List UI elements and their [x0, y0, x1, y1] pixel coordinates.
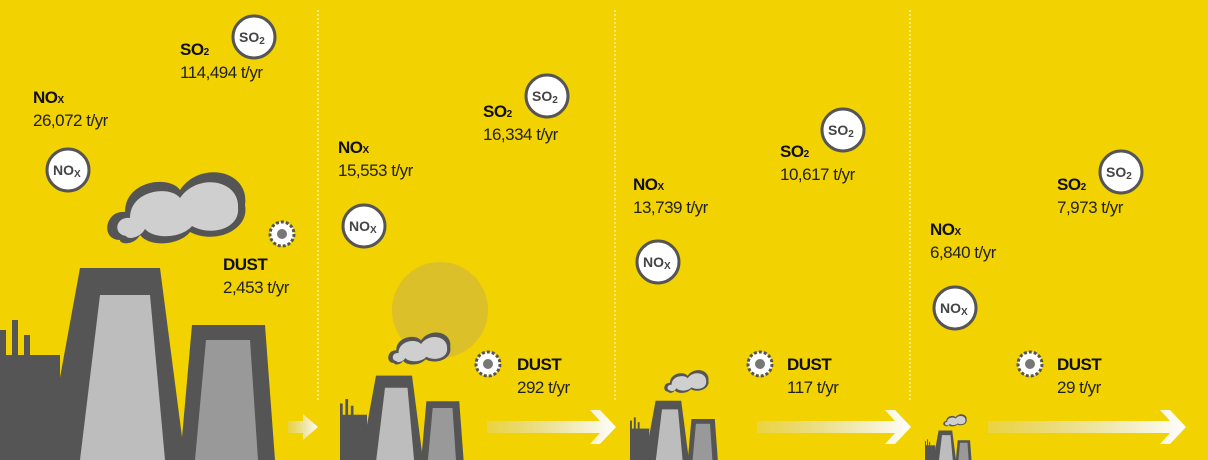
- dust-icon-core: [277, 229, 287, 239]
- nox-label-sub: X: [658, 182, 665, 193]
- dust-value: 2,453 t/yr: [223, 278, 290, 297]
- nox-value: 26,072 t/yr: [33, 111, 109, 130]
- dust-icon-core: [1025, 359, 1035, 369]
- dust-label: DUST: [1057, 355, 1102, 374]
- icon-so2-main: SO: [1106, 164, 1126, 180]
- icon-nox-sub: X: [74, 169, 81, 180]
- so2-value: 7,973 t/yr: [1057, 198, 1124, 217]
- so2-value: 114,494 t/yr: [180, 63, 263, 82]
- nox-value: 6,840 t/yr: [930, 243, 997, 262]
- icon-so2-sub: 2: [1126, 171, 1132, 182]
- icon-so2-sub: 2: [259, 36, 265, 47]
- so2-label-main: SO: [1057, 175, 1081, 194]
- dust-icon-core: [483, 359, 493, 369]
- so2-value: 16,334 t/yr: [483, 125, 559, 144]
- dust-icon-core: [755, 359, 765, 369]
- nox-label-main: NO: [633, 175, 658, 194]
- nox-value: 15,553 t/yr: [338, 161, 414, 180]
- dust-label: DUST: [787, 355, 832, 374]
- icon-so2-sub: 2: [848, 129, 854, 140]
- nox-label-main: NO: [930, 220, 955, 239]
- icon-so2-main: SO: [828, 122, 848, 138]
- dust-value: 292 t/yr: [517, 378, 571, 397]
- dust-value: 117 t/yr: [787, 378, 839, 397]
- icon-nox-main: NO: [349, 218, 370, 234]
- nox-label-sub: X: [58, 95, 65, 106]
- so2-label-main: SO: [180, 40, 204, 59]
- icon-nox-sub: X: [370, 225, 377, 236]
- nox-label-main: NO: [338, 138, 363, 157]
- nox-label-sub: X: [955, 227, 962, 238]
- infographic: NOX26,072 t/yrNOXSO2114,494 t/yrSO2DUST2…: [0, 0, 1208, 460]
- nox-label-main: NO: [33, 88, 58, 107]
- so2-label-main: SO: [780, 142, 804, 161]
- icon-so2-sub: 2: [552, 95, 558, 106]
- dust-value: 29 t/yr: [1057, 378, 1102, 397]
- icon-nox-main: NO: [53, 162, 74, 178]
- nox-label-sub: X: [363, 145, 370, 156]
- icon-nox-sub: X: [664, 261, 671, 272]
- dust-label: DUST: [517, 355, 562, 374]
- dust-label: DUST: [223, 255, 268, 274]
- so2-label-main: SO: [483, 102, 507, 121]
- nox-value: 13,739 t/yr: [633, 198, 709, 217]
- icon-so2-main: SO: [532, 88, 552, 104]
- icon-nox-main: NO: [643, 254, 664, 270]
- icon-nox-main: NO: [940, 300, 961, 316]
- so2-value: 10,617 t/yr: [780, 165, 856, 184]
- icon-nox-sub: X: [961, 307, 968, 318]
- icon-so2-main: SO: [239, 29, 259, 45]
